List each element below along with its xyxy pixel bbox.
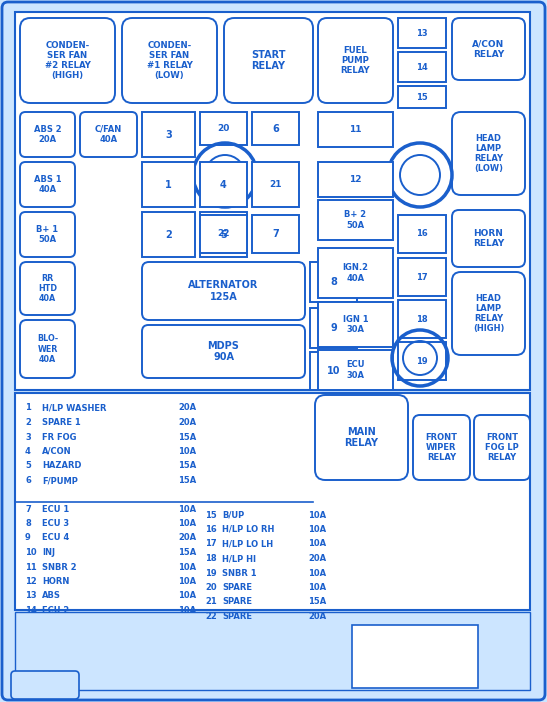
Text: 16: 16	[416, 230, 428, 239]
Text: C/FAN
40A: C/FAN 40A	[95, 125, 122, 144]
Bar	[15, 393, 530, 610]
FancyBboxPatch shape	[452, 112, 525, 195]
FancyBboxPatch shape	[20, 112, 75, 157]
Text: 19: 19	[416, 357, 428, 366]
Bar	[310, 262, 357, 302]
Bar	[15, 612, 530, 690]
Text: SNBR 1: SNBR 1	[222, 569, 257, 578]
FancyBboxPatch shape	[413, 415, 470, 480]
FancyBboxPatch shape	[20, 262, 75, 315]
FancyBboxPatch shape	[224, 18, 313, 103]
Text: BLO-
WER
40A: BLO- WER 40A	[37, 334, 58, 364]
Text: IGN 1
30A: IGN 1 30A	[342, 315, 368, 334]
Text: H/LP HI: H/LP HI	[222, 554, 256, 563]
Text: 11: 11	[349, 125, 362, 134]
Text: 16: 16	[205, 525, 217, 534]
Text: 6: 6	[272, 124, 279, 133]
Bar	[318, 162, 393, 197]
Text: 17: 17	[416, 272, 428, 282]
Text: 21: 21	[269, 180, 282, 189]
Text: 18: 18	[205, 554, 217, 563]
Text: 20A: 20A	[308, 612, 326, 621]
Text: 12: 12	[349, 175, 362, 184]
Text: 20: 20	[205, 583, 217, 592]
Text: SPARE: SPARE	[222, 612, 252, 621]
Text: ECU 1: ECU 1	[42, 505, 69, 513]
Text: SNBR 2: SNBR 2	[42, 562, 77, 571]
Text: ECU 2: ECU 2	[42, 606, 69, 615]
Text: 19: 19	[205, 569, 217, 578]
Text: 5: 5	[25, 461, 31, 470]
Bar	[318, 302, 393, 347]
FancyBboxPatch shape	[142, 262, 305, 320]
Text: 10A: 10A	[178, 606, 196, 615]
Bar	[318, 112, 393, 147]
Text: 21: 21	[205, 597, 217, 607]
Text: 3: 3	[25, 432, 31, 442]
Text: 15A: 15A	[178, 548, 196, 557]
Text: H/LP WASHER: H/LP WASHER	[42, 404, 107, 413]
Text: 7: 7	[25, 505, 31, 513]
Bar	[142, 212, 195, 257]
Text: B+ 2
50A: B+ 2 50A	[345, 211, 366, 230]
Text: 10: 10	[327, 366, 340, 376]
Text: HORN
RELAY: HORN RELAY	[473, 229, 504, 248]
Bar	[398, 18, 446, 48]
Text: 17: 17	[205, 540, 217, 548]
Bar	[200, 112, 247, 145]
Text: 10A: 10A	[178, 562, 196, 571]
Bar	[200, 162, 247, 207]
Bar	[15, 12, 530, 390]
Text: FUEL
PUMP
RELAY: FUEL PUMP RELAY	[341, 46, 370, 75]
Text: 5: 5	[220, 230, 227, 239]
FancyBboxPatch shape	[20, 18, 115, 103]
Text: 15A: 15A	[178, 476, 196, 485]
Text: RR
HTD
40A: RR HTD 40A	[38, 274, 57, 303]
Text: CONDEN-
SER FAN
#2 RELAY
(HIGH): CONDEN- SER FAN #2 RELAY (HIGH)	[44, 41, 90, 80]
Bar	[310, 352, 357, 390]
Text: 15A: 15A	[308, 597, 326, 607]
Text: 7: 7	[272, 229, 279, 239]
Bar	[398, 258, 446, 296]
Bar	[252, 162, 299, 207]
Text: ECU 3: ECU 3	[42, 519, 69, 528]
Text: ABS 1
40A: ABS 1 40A	[34, 175, 61, 194]
Text: A/CON
RELAY: A/CON RELAY	[473, 39, 505, 58]
FancyBboxPatch shape	[318, 18, 393, 103]
Text: 15: 15	[205, 510, 217, 519]
Text: SPARE: SPARE	[222, 597, 252, 607]
Text: B/UP: B/UP	[222, 510, 245, 519]
Bar	[252, 112, 299, 145]
Text: 4: 4	[220, 180, 227, 190]
Text: 10: 10	[25, 548, 37, 557]
Text: 11: 11	[25, 562, 37, 571]
FancyBboxPatch shape	[80, 112, 137, 157]
Text: 14: 14	[416, 62, 428, 72]
Text: ECU 4: ECU 4	[42, 534, 69, 543]
Bar	[142, 162, 195, 207]
Text: 14: 14	[25, 606, 37, 615]
Text: 15A: 15A	[178, 461, 196, 470]
Text: 10A: 10A	[308, 510, 326, 519]
Bar	[352, 625, 478, 688]
Text: START
RELAY: START RELAY	[251, 50, 286, 71]
Text: 10A: 10A	[308, 540, 326, 548]
Text: MAIN
RELAY: MAIN RELAY	[345, 427, 379, 448]
Text: B+ 1
50A: B+ 1 50A	[37, 225, 59, 244]
Text: HAZARD: HAZARD	[42, 461, 82, 470]
Text: ALTERNATOR
125A: ALTERNATOR 125A	[188, 280, 259, 302]
Text: CONDEN-
SER FAN
#1 RELAY
(LOW): CONDEN- SER FAN #1 RELAY (LOW)	[147, 41, 193, 80]
Text: 10A: 10A	[178, 447, 196, 456]
Text: H/LP LO LH: H/LP LO LH	[222, 540, 273, 548]
Bar	[310, 308, 357, 348]
Text: 9: 9	[330, 323, 337, 333]
Text: 10A: 10A	[178, 505, 196, 513]
FancyBboxPatch shape	[11, 671, 79, 699]
FancyBboxPatch shape	[452, 272, 525, 355]
FancyBboxPatch shape	[452, 18, 525, 80]
FancyBboxPatch shape	[142, 325, 305, 378]
FancyBboxPatch shape	[452, 210, 525, 267]
Bar	[200, 215, 247, 253]
FancyBboxPatch shape	[20, 212, 75, 257]
